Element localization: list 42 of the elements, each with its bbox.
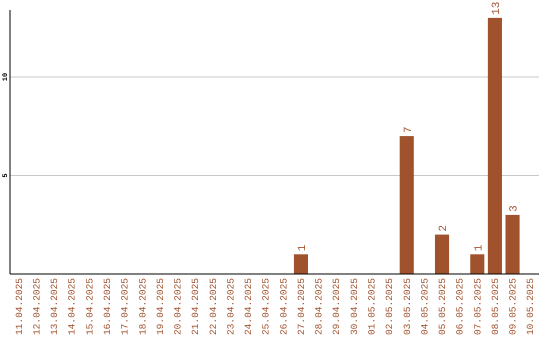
- x-tick-label: 20.04.2025: [172, 278, 184, 336]
- x-tick-label: 07.05.2025: [472, 278, 484, 336]
- bar: [505, 214, 520, 274]
- x-tick-label: 01.05.2025: [366, 278, 378, 336]
- x-tick-label: 16.04.2025: [102, 278, 113, 336]
- x-tick-label: 11.04.2025: [14, 278, 25, 336]
- bar: [488, 18, 502, 274]
- x-tick-label: 14.04.2025: [66, 278, 78, 336]
- data-label: 1: [296, 244, 309, 252]
- data-label: 3: [508, 205, 521, 212]
- x-tick-label: 08.05.2025: [490, 278, 501, 336]
- x-tick-label: 04.05.2025: [419, 278, 430, 336]
- x-tick-label: 09.05.2025: [508, 278, 519, 336]
- x-tick-label: 13.04.2025: [49, 278, 60, 336]
- data-label: 1: [473, 244, 486, 252]
- bar: [434, 234, 450, 274]
- x-tick-label: 27.04.2025: [296, 278, 307, 336]
- x-tick-label: 25.04.2025: [260, 278, 272, 336]
- x-tick-label: 15.04.2025: [84, 278, 96, 336]
- x-tick-label: 23.04.2025: [225, 278, 236, 336]
- x-tick-label: 22.04.2025: [208, 278, 219, 336]
- x-tick-label: 28.04.2025: [314, 278, 325, 336]
- x-tick-label: 19.04.2025: [154, 278, 166, 336]
- bar: [294, 254, 308, 274]
- data-label: 13: [490, 2, 503, 15]
- x-tick-label: 17.04.2025: [120, 278, 131, 336]
- data-label: 7: [402, 126, 415, 134]
- data-label: 2: [438, 224, 450, 232]
- x-tick-label: 30.04.2025: [348, 278, 360, 336]
- x-tick-label: 29.04.2025: [331, 278, 342, 336]
- x-tick-label: 21.04.2025: [190, 278, 202, 336]
- x-tick-label: 05.05.2025: [437, 278, 448, 336]
- x-tick-label: 24.04.2025: [243, 278, 254, 336]
- x-tick-label: 12.04.2025: [31, 278, 42, 336]
- x-tick-label: 18.04.2025: [137, 278, 148, 336]
- x-tick-label: 06.05.2025: [454, 278, 466, 336]
- x-tick-label: 10.05.2025: [525, 278, 536, 336]
- bar: [470, 254, 484, 274]
- bar: [400, 136, 414, 274]
- x-tick-label: 26.04.2025: [278, 278, 290, 336]
- x-tick-label: 02.05.2025: [384, 278, 396, 336]
- x-tick-label: 03.05.2025: [402, 278, 413, 336]
